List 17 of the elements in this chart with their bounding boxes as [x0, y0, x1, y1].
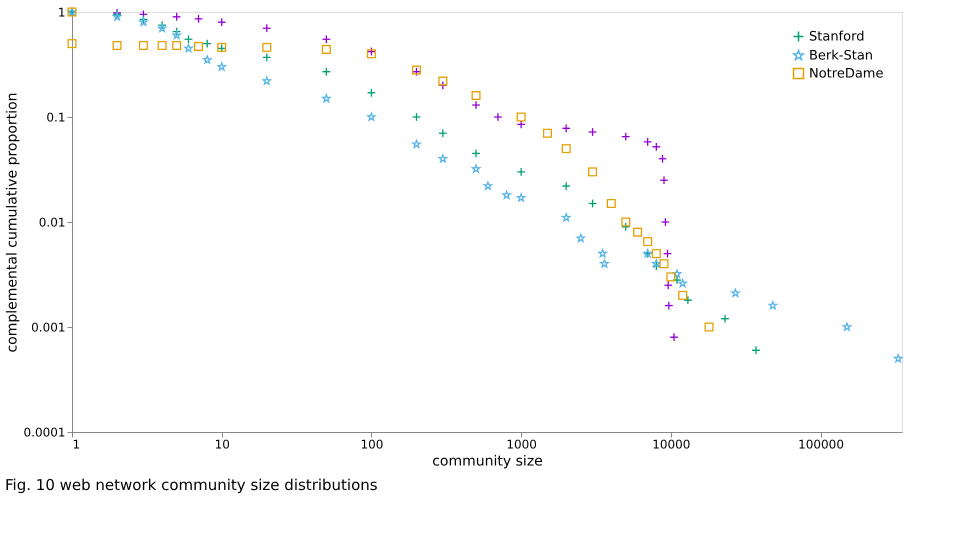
- caption: Fig. 10 web network community size distributions: [5, 476, 378, 494]
- y-tick-label: 0.001: [31, 320, 66, 334]
- y-tick-label: 1: [58, 6, 66, 20]
- legend-label: Berk-Stan: [809, 48, 874, 64]
- x-tick-label: 10: [214, 438, 230, 452]
- y-tick-label: 0.0001: [24, 426, 66, 440]
- x-tick-label: 1: [72, 438, 80, 452]
- x-tick-label: 1000: [506, 438, 537, 452]
- x-tick-label: 100: [360, 438, 384, 452]
- x-axis-title: community size: [432, 454, 543, 470]
- x-tick-label: 100000: [798, 438, 844, 452]
- y-axis-title: complemental cumulative proportion: [4, 92, 21, 353]
- legend-label: NotreDame: [809, 66, 884, 82]
- x-tick-label: 10000: [652, 438, 690, 452]
- y-tick-label: 0.01: [38, 216, 66, 230]
- y-tick-label: 0.1: [46, 110, 66, 124]
- legend-label: Stanford: [809, 30, 864, 44]
